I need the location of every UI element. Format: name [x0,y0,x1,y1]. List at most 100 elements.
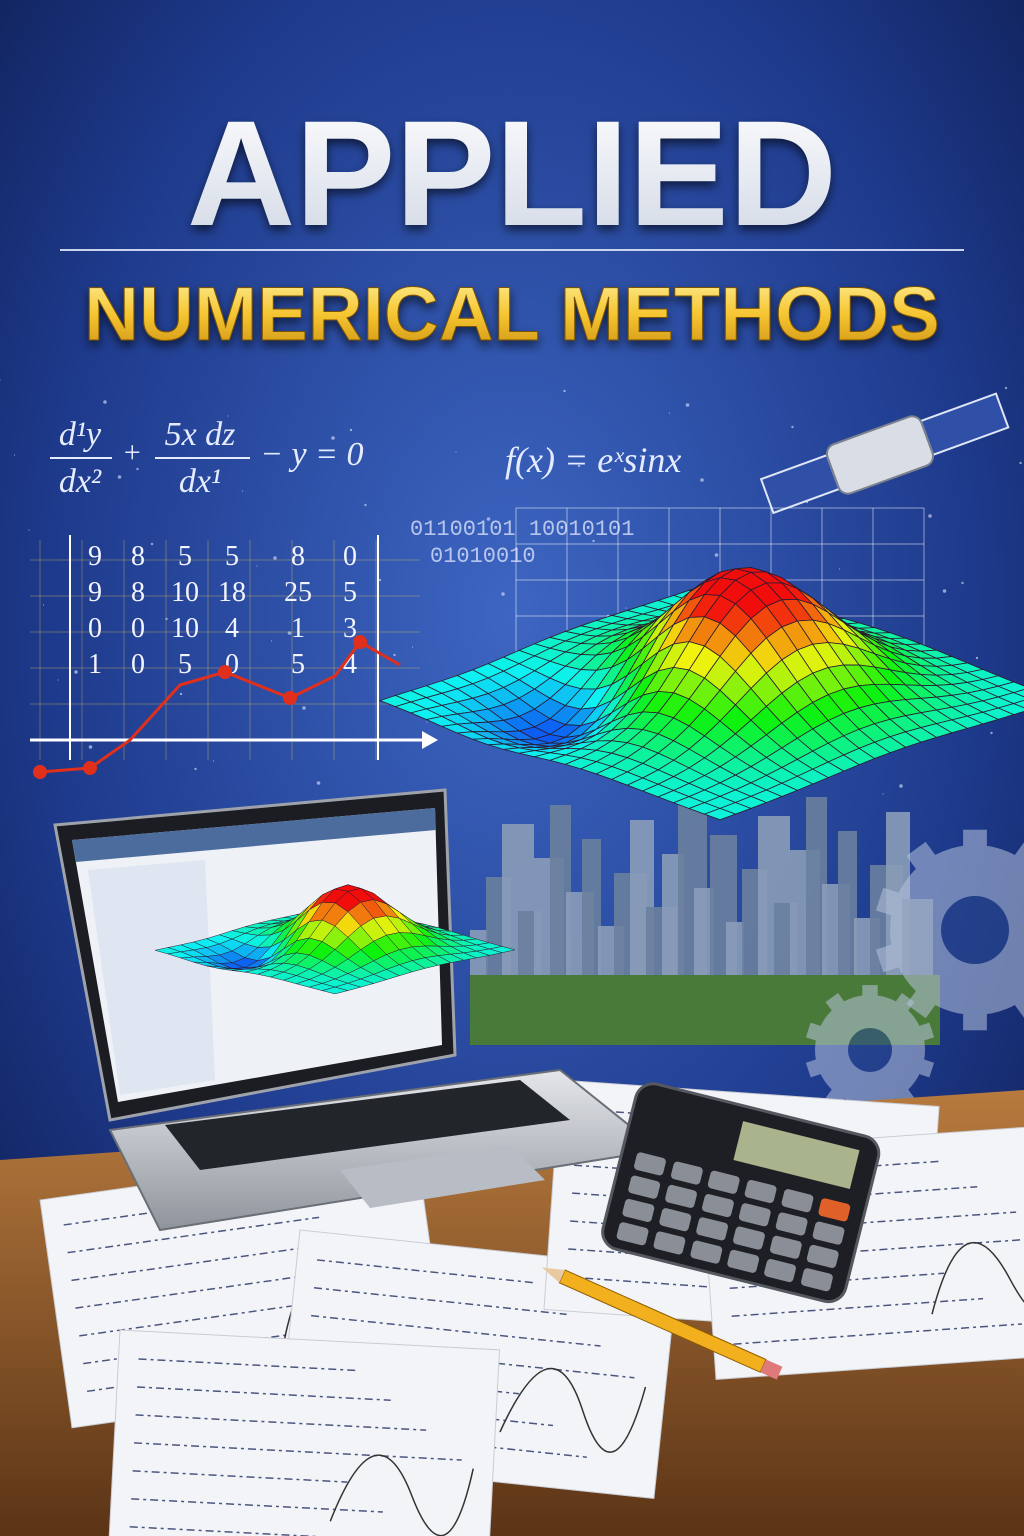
building [694,888,714,990]
curve-point [33,765,47,779]
table-cell: 0 [131,649,145,680]
calculator-display [733,1121,860,1190]
star [364,503,367,507]
building [582,839,601,990]
table-cell: 5 [343,577,357,608]
star [990,731,993,735]
pencil-eraser [760,1359,783,1380]
keyboard [165,1080,570,1170]
calculator-key [707,1170,740,1194]
title: APPLIED [187,89,837,257]
function-equation: f(x) = eˣsinx [505,440,681,480]
star [273,556,277,560]
calculator-key [775,1212,808,1236]
calculator-key [622,1198,655,1222]
equation-part: 5x dz [165,416,236,453]
paper-scribble [137,1386,391,1402]
star [975,656,979,660]
star [28,529,30,531]
star [563,389,566,393]
star [117,475,122,479]
calculator-key [812,1221,845,1245]
calculator-key [659,1208,692,1232]
calculator-key [628,1175,661,1199]
curve-point [83,761,97,775]
table-cell: 18 [218,577,246,608]
star [0,379,1,381]
calculator-key [738,1203,771,1227]
calculator-key [764,1259,796,1283]
paper-sketch [329,1454,474,1536]
calculator-key [702,1194,734,1218]
building [806,797,827,990]
calculator-key [744,1179,777,1204]
star [132,550,136,554]
calculator-key [818,1198,851,1222]
paper-scribble [132,1470,348,1483]
star [961,581,964,585]
table-cell: 25 [284,577,312,608]
star [393,653,396,657]
star [316,781,321,785]
table-cell: 5 [291,649,305,680]
pencil [542,1267,783,1380]
paper-sketch [931,1241,1024,1316]
building [726,922,744,990]
screen-toolbar [72,808,436,862]
star [378,578,382,582]
table-cell: 5 [225,541,239,572]
star [302,706,306,710]
equation-part: dx¹ [179,463,221,500]
star [942,589,947,593]
surface-cell [1012,689,1024,698]
gear [875,829,1024,1031]
calculator-key [670,1161,703,1185]
table-cell: 9 [88,577,102,608]
paper-scribble [79,1305,293,1337]
gear-hole [848,1028,892,1072]
surface-cell [1012,699,1024,709]
star [1019,461,1022,465]
star [150,542,154,546]
curve-point [283,691,297,705]
satellite-body [825,415,935,495]
paper-scribble [725,1211,1017,1234]
star [270,640,273,642]
building [838,831,857,990]
paper-scribble [67,1216,320,1254]
table-cell: 10 [171,577,199,608]
table-cell: 0 [131,613,145,644]
star [592,539,595,543]
star [838,568,841,570]
paper-scribble [135,1414,427,1431]
star [212,760,215,762]
star [103,400,107,404]
star [256,565,258,567]
table-cell: 8 [291,541,305,572]
star [227,415,229,417]
calculator-key [665,1184,697,1208]
paper-scribble [131,1498,383,1513]
subtitle: NUMERICAL METHODS [84,272,940,357]
star [42,604,45,606]
calculator-key [634,1152,666,1176]
star [928,514,932,518]
star [486,517,491,521]
star [501,592,505,596]
calculator-key [727,1249,760,1273]
building [550,805,571,990]
table-cell: 9 [88,541,102,572]
calculator-key [733,1226,765,1250]
paper-scribble [299,1426,587,1458]
table-cell: 4 [343,649,357,680]
satellite [759,392,1010,515]
calculator-key [801,1268,833,1292]
table-cell: 4 [225,613,239,644]
star [700,478,704,482]
pencil-tip [542,1267,565,1283]
table-cell: 3 [343,613,357,644]
calculator-key [653,1231,686,1255]
star [194,767,197,771]
paper-sketch [499,1367,647,1453]
